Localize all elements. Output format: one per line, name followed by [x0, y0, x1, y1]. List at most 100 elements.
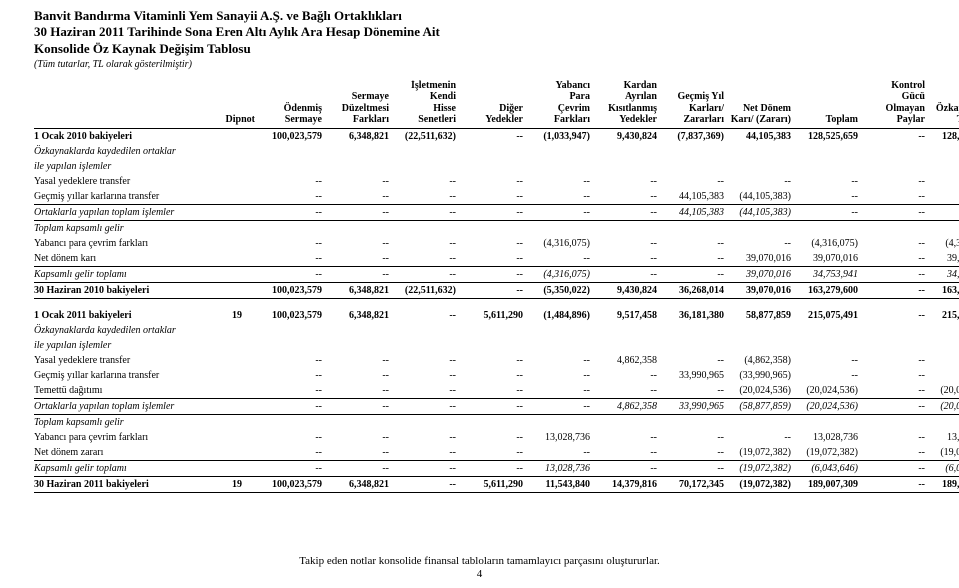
cell: -- [858, 189, 925, 205]
cell: -- [255, 189, 322, 205]
cell: -- [858, 398, 925, 414]
cell: (44,105,383) [724, 204, 791, 220]
cell: (22,511,632) [389, 128, 456, 144]
cell: -- [322, 460, 389, 476]
cell: (22,511,632) [389, 282, 456, 298]
table-body: 1 Ocak 2010 bakiyeleri100,023,5796,348,8… [34, 128, 959, 492]
cell: -- [657, 251, 724, 267]
col-ozkaynaklar-toplami: ÖzkaynaklarToplamı [925, 80, 959, 129]
cell: -- [657, 266, 724, 282]
table-row: Net dönem karı--------------39,070,01639… [34, 251, 959, 267]
cell: -- [590, 174, 657, 189]
cell [657, 323, 724, 353]
table-row: Kapsamlı gelir toplamı--------(4,316,075… [34, 266, 959, 282]
cell: -- [858, 266, 925, 282]
table-row: Yabancı para çevrim farkları--------(4,3… [34, 236, 959, 251]
cell: -- [657, 430, 724, 445]
equity-change-table: Dipnot ÖdenmişSermaye SermayeDüzeltmesiF… [34, 80, 959, 493]
cell: -- [925, 204, 959, 220]
cell: -- [590, 189, 657, 205]
cell: -- [389, 445, 456, 461]
cell: -- [389, 251, 456, 267]
cell: -- [322, 204, 389, 220]
cell: -- [590, 460, 657, 476]
cell [724, 323, 791, 353]
cell [791, 323, 858, 353]
cell: (20,024,536) [925, 383, 959, 399]
cell: 9,430,824 [590, 128, 657, 144]
col-sermaye-duzeltmesi: SermayeDüzeltmesiFarkları [322, 80, 389, 129]
cell: -- [322, 236, 389, 251]
cell: -- [389, 430, 456, 445]
table-row: Yabancı para çevrim farkları--------13,0… [34, 430, 959, 445]
cell: -- [389, 266, 456, 282]
cell [724, 220, 791, 236]
table-row: Temettü dağıtımı--------------(20,024,53… [34, 383, 959, 399]
cell: 215,075,491 [791, 298, 858, 323]
cell: 6,348,821 [322, 128, 389, 144]
cell: -- [523, 353, 590, 368]
cell: 163,279,600 [791, 282, 858, 298]
cell: -- [858, 251, 925, 267]
cell [925, 323, 959, 353]
cell: 13,028,736 [523, 460, 590, 476]
cell: -- [255, 460, 322, 476]
cell: -- [322, 251, 389, 267]
table-row: Toplam kapsamlı gelir [34, 220, 959, 236]
cell [322, 220, 389, 236]
row-label: Özkaynaklarda kaydedilen ortaklarile yap… [34, 323, 219, 353]
cell: -- [322, 445, 389, 461]
cell: -- [255, 383, 322, 399]
cell: -- [724, 430, 791, 445]
cell: -- [322, 368, 389, 383]
cell: -- [456, 460, 523, 476]
cell: -- [389, 383, 456, 399]
cell: (20,024,536) [724, 383, 791, 399]
cell: -- [456, 266, 523, 282]
cell: -- [389, 460, 456, 476]
doc-title-3: Konsolide Öz Kaynak Değişim Tablosu [34, 41, 931, 57]
cell: -- [724, 174, 791, 189]
cell: -- [456, 353, 523, 368]
cell: -- [590, 236, 657, 251]
cell: -- [389, 368, 456, 383]
cell: -- [858, 445, 925, 461]
cell: -- [389, 174, 456, 189]
cell: -- [523, 204, 590, 220]
cell: -- [925, 189, 959, 205]
cell: -- [456, 128, 523, 144]
cell: (4,316,075) [523, 266, 590, 282]
row-label: Temettü dağıtımı [34, 383, 219, 399]
row-dipnot [219, 266, 255, 282]
cell: 189,007,309 [791, 476, 858, 492]
cell [456, 414, 523, 430]
cell: 39,070,016 [791, 251, 858, 267]
cell: 33,990,965 [657, 368, 724, 383]
cell [657, 144, 724, 174]
row-dipnot [219, 128, 255, 144]
cell: -- [322, 430, 389, 445]
row-dipnot [219, 383, 255, 399]
cell: -- [590, 445, 657, 461]
row-label: Toplam kapsamlı gelir [34, 414, 219, 430]
col-kendi-hisse: İşletmeninKendiHisseSenetleri [389, 80, 456, 129]
cell: -- [590, 368, 657, 383]
cell: (58,877,859) [724, 398, 791, 414]
cell: -- [657, 383, 724, 399]
cell: -- [322, 353, 389, 368]
col-kardan-ayrilan: KardanAyrılanKısıtlanmışYedekler [590, 80, 657, 129]
cell: 13,028,736 [791, 430, 858, 445]
cell: 215,075,491 [925, 298, 959, 323]
cell: -- [456, 189, 523, 205]
cell: -- [791, 189, 858, 205]
doc-title-1: Banvit Bandırma Vitaminli Yem Sanayii A.… [34, 8, 931, 24]
cell: -- [858, 282, 925, 298]
col-diger-yedekler: DiğerYedekler [456, 80, 523, 129]
cell: -- [255, 266, 322, 282]
cell [389, 323, 456, 353]
cell [791, 220, 858, 236]
cell: 163,279,600 [925, 282, 959, 298]
cell [523, 323, 590, 353]
table-row: Ortaklarla yapılan toplam işlemler------… [34, 204, 959, 220]
cell: -- [255, 251, 322, 267]
